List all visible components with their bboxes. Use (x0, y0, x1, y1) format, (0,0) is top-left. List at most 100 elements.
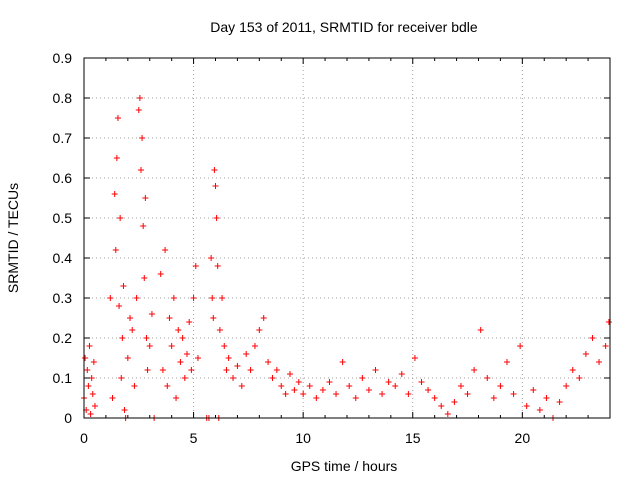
data-point (287, 371, 294, 377)
data-point (251, 343, 258, 349)
data-point (576, 375, 583, 381)
data-point (392, 383, 399, 389)
data-point (157, 271, 164, 277)
data-point (168, 343, 175, 349)
data-point (143, 335, 150, 341)
data-point (137, 167, 144, 173)
data-point (113, 155, 120, 161)
data-point (192, 263, 199, 269)
data-point (87, 411, 94, 417)
data-point (477, 327, 484, 333)
data-point (471, 367, 478, 373)
data-point (291, 387, 298, 393)
y-tick-label: 0 (64, 410, 72, 426)
data-point (411, 355, 418, 361)
data-point (379, 391, 386, 397)
y-axis-label: SRMTID / TECUs (5, 183, 21, 293)
data-point (141, 275, 148, 281)
data-point (444, 411, 451, 417)
data-point (405, 391, 412, 397)
x-tick-label: 5 (190, 430, 198, 446)
data-point (175, 327, 182, 333)
data-point (162, 247, 169, 253)
data-point (164, 383, 171, 389)
data-point (116, 303, 123, 309)
data-point (131, 383, 138, 389)
y-tick-label: 0.8 (53, 90, 73, 106)
data-point (365, 387, 372, 393)
data-point (114, 115, 121, 121)
y-tick-label: 0.4 (53, 250, 73, 266)
x-tick-label: 0 (80, 430, 88, 446)
data-point (300, 391, 307, 397)
chart-title: Day 153 of 2011, SRMTID for receiver bdl… (210, 19, 478, 35)
data-point (121, 407, 128, 413)
data-point (484, 375, 491, 381)
data-point (333, 391, 340, 397)
data-point (234, 363, 241, 369)
data-point (326, 379, 333, 385)
data-point (210, 315, 217, 321)
data-point (112, 247, 119, 253)
data-point (124, 355, 131, 361)
y-tick-label: 0.6 (53, 170, 73, 186)
data-point (352, 395, 359, 401)
data-point (188, 367, 195, 373)
data-point (209, 295, 216, 301)
data-point (260, 315, 267, 321)
data-point (117, 215, 124, 221)
data-point (190, 295, 197, 301)
data-point (438, 403, 445, 409)
data-point (230, 375, 237, 381)
data-point (91, 403, 98, 409)
data-point (223, 367, 230, 373)
data-point (569, 367, 576, 373)
data-point (282, 391, 289, 397)
data-point (490, 395, 497, 401)
data-point (256, 327, 263, 333)
data-point (295, 379, 302, 385)
data-point (431, 395, 438, 401)
data-point (129, 327, 136, 333)
data-point (146, 343, 153, 349)
data-point (596, 359, 603, 365)
data-point (119, 335, 126, 341)
x-tick-label: 15 (405, 430, 421, 446)
data-point (602, 343, 609, 349)
data-point (265, 359, 272, 365)
data-point (225, 355, 232, 361)
data-point (359, 375, 366, 381)
x-tick-label: 10 (295, 430, 311, 446)
y-tick-label: 0.7 (53, 130, 73, 146)
data-point (133, 295, 140, 301)
data-point (170, 295, 177, 301)
y-tick-label: 0.5 (53, 210, 73, 226)
data-point (109, 395, 116, 401)
data-point (111, 191, 118, 197)
data-point (212, 183, 219, 189)
data-point (118, 375, 125, 381)
x-tick-label: 20 (515, 430, 531, 446)
y-tick-label: 0.9 (53, 50, 73, 66)
data-point (346, 383, 353, 389)
data-point (451, 399, 458, 405)
data-point (90, 359, 97, 365)
data-point (84, 367, 91, 373)
data-point (589, 335, 596, 341)
data-point (179, 335, 186, 341)
data-point (216, 327, 223, 333)
data-point (306, 383, 313, 389)
tick-labels: 0 0.1 0.2 0.3 0.4 0.5 0.6 0.7 0.8 0.9 0 5 10 15 20 (53, 50, 531, 446)
data-point (503, 359, 510, 365)
data-points (81, 95, 612, 421)
data-point (457, 383, 464, 389)
y-tick-label: 0.1 (53, 370, 73, 386)
data-point (425, 387, 432, 393)
y-tick-label: 0.2 (53, 330, 73, 346)
data-point (85, 383, 92, 389)
data-point (238, 383, 245, 389)
data-point (211, 167, 218, 173)
data-point (184, 351, 191, 357)
data-point (144, 367, 151, 373)
